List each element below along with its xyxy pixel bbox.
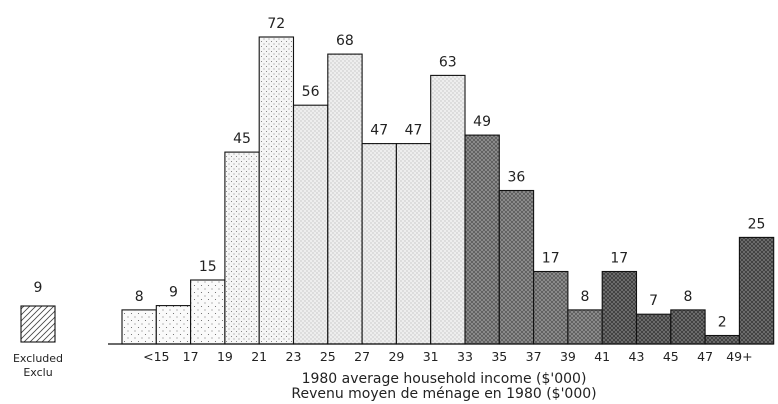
x-tick-label: 33 <box>457 349 473 364</box>
x-tick-label: 27 <box>354 349 370 364</box>
excluded-label-en: Excluded <box>13 352 63 365</box>
x-tick-label: 23 <box>286 349 302 364</box>
bar-value-labels: 8 9 15 45 72 56 68 47 47 63 49 36 17 8 17 7 8 2 25 <box>135 16 766 331</box>
x-axis-title: 1980 average household income ($'000) <box>302 371 587 387</box>
histogram-bar <box>327 53 363 345</box>
histogram-bar <box>258 36 295 345</box>
x-axis-title-french: Revenu moyen de ménage en 1980 ($'000) <box>291 386 596 402</box>
histogram-bar <box>635 313 672 345</box>
bar-value-label: 9 <box>169 285 178 301</box>
histogram-bar <box>224 151 260 345</box>
excluded-swatch <box>20 305 56 343</box>
x-tick-label: <15 <box>143 349 169 364</box>
histogram-bar <box>738 236 775 345</box>
histogram-bar <box>533 270 569 345</box>
histogram-bar <box>361 143 397 345</box>
x-tick-label: 19 <box>217 349 233 364</box>
bar-value-label: 45 <box>233 131 251 147</box>
bar-value-label: 68 <box>336 33 354 49</box>
x-tick-label: 31 <box>423 349 439 364</box>
histogram-bar <box>292 104 329 345</box>
bar-value-label: 2 <box>718 315 727 331</box>
histogram-bar <box>190 279 226 345</box>
histogram-bar <box>155 305 192 345</box>
x-tick-label: 41 <box>594 349 610 364</box>
bar-value-label: 8 <box>135 289 144 305</box>
x-tick-label: 35 <box>491 349 507 364</box>
bar-value-label: 72 <box>267 16 285 32</box>
x-tick-label: 43 <box>629 349 645 364</box>
bar-value-label: 17 <box>542 251 560 267</box>
histogram-bar <box>567 309 603 345</box>
histogram-bar <box>498 189 535 345</box>
x-tick-label: 37 <box>526 349 542 364</box>
x-tick-label: 49+ <box>726 349 752 364</box>
bar-value-label: 36 <box>507 170 525 186</box>
bar-value-label: 15 <box>199 259 217 275</box>
excluded-value-label: 9 <box>34 280 43 296</box>
bar-value-label: 47 <box>370 123 388 139</box>
x-tick-labels: <15 17 19 21 23 25 27 29 31 33 35 37 39 41 43 45 47 49+ <box>143 349 752 364</box>
histogram-bar <box>704 334 740 345</box>
x-tick-label: 29 <box>388 349 404 364</box>
histogram-bar <box>464 134 500 345</box>
histogram-bar <box>395 143 432 345</box>
bar-value-label: 17 <box>610 251 628 267</box>
x-tick-label: 39 <box>560 349 576 364</box>
bar-value-label: 7 <box>649 293 658 309</box>
excluded-legend: 9 Excluded Exclu <box>13 280 63 379</box>
bar-value-label: 49 <box>473 114 491 130</box>
x-tick-label: 25 <box>320 349 336 364</box>
bar-value-label: 8 <box>683 289 692 305</box>
bar-value-label: 56 <box>302 84 320 100</box>
histogram-bar <box>601 270 638 345</box>
bar-value-label: 8 <box>581 289 590 305</box>
histogram-bar <box>430 74 466 345</box>
excluded-label-fr: Exclu <box>23 366 52 379</box>
x-tick-label: 45 <box>663 349 679 364</box>
bar-value-label: 63 <box>439 54 457 70</box>
x-tick-label: 21 <box>251 349 267 364</box>
bar-value-label: 47 <box>405 123 423 139</box>
histogram-bar <box>670 309 706 345</box>
x-tick-label: 47 <box>697 349 713 364</box>
bar-value-label: 25 <box>748 216 766 232</box>
bars-layer <box>121 36 775 345</box>
histogram-bar <box>121 309 157 345</box>
x-tick-label: 17 <box>183 349 199 364</box>
